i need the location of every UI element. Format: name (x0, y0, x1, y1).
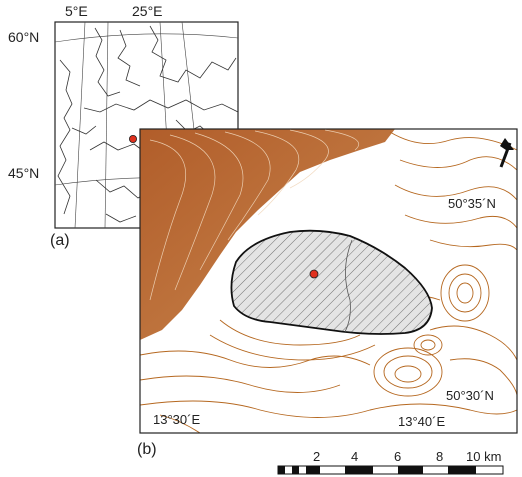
hill-east-contours (440, 264, 490, 322)
inset-panel-label: (a) (50, 232, 70, 249)
basin-outline (230, 229, 433, 335)
main-lon-label-1330: 13°30´E (153, 412, 200, 427)
scale-tick-4: 4 (351, 449, 359, 464)
escarpment-hachures (149, 129, 360, 301)
inset-site-marker (128, 134, 137, 143)
scale-tick-8: 8 (436, 449, 444, 464)
main-map: 50°35´N 50°30´N 13°30´E 13°40´E (139, 128, 518, 434)
main-lon-label-1340: 13°40´E (398, 414, 445, 429)
main-lat-label-3030: 50°30´N (446, 388, 494, 403)
inset-lon-label-5e: 5°E (65, 3, 88, 19)
inset-lat-label-45n: 45°N (8, 165, 40, 181)
hill-south-contours (373, 334, 443, 397)
scale-tick-2: 2 (313, 449, 321, 464)
scale-tick-10km: 10 km (466, 449, 502, 464)
basin-divide (344, 239, 353, 333)
main-panel-label: (b) (137, 441, 157, 458)
escarpment-relief (140, 129, 395, 340)
main-lat-label-3535: 50°35´N (448, 196, 496, 211)
scale-tick-6: 6 (394, 449, 402, 464)
scale-bar (277, 465, 504, 475)
inset-lon-label-25e: 25°E (132, 3, 163, 19)
north-arrow (499, 138, 514, 168)
inset-lat-label-60n: 60°N (8, 29, 40, 45)
main-site-marker (309, 269, 319, 279)
main-frame (139, 128, 518, 434)
